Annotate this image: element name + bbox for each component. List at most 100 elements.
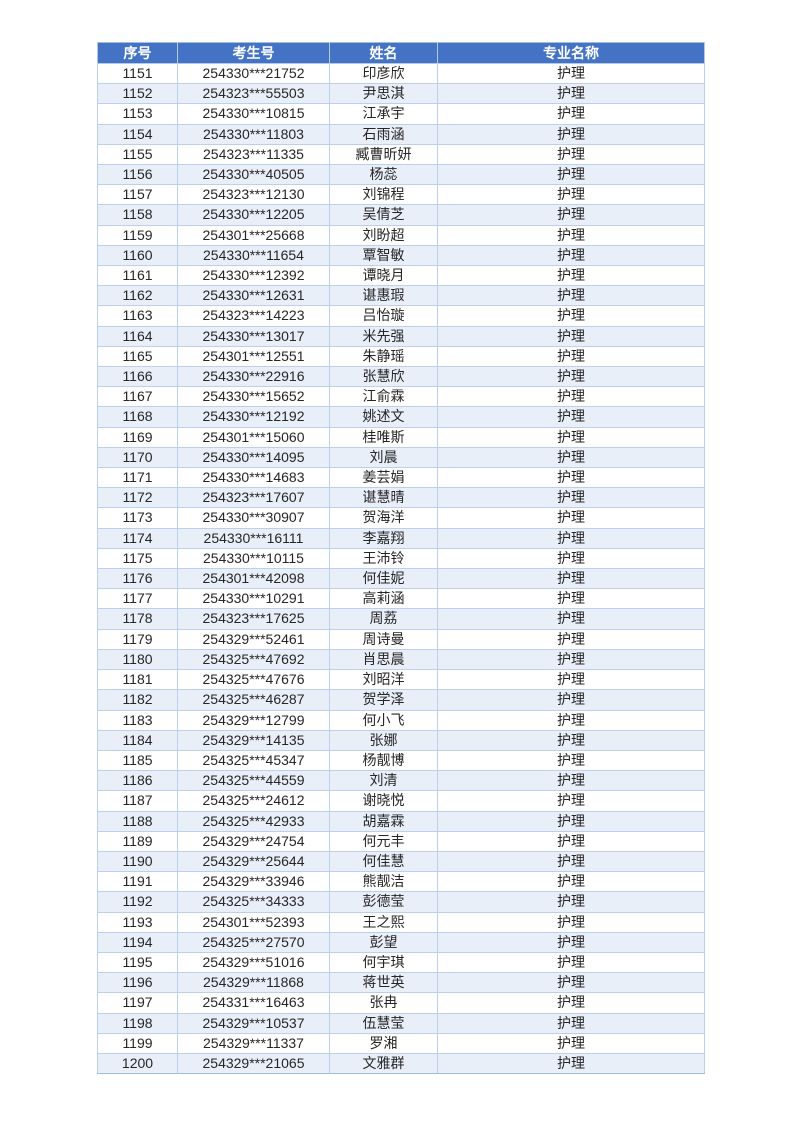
table-row: 1183 254329***12799 何小飞 护理 (97, 709, 705, 731)
cell-serial-number: 1192 (97, 891, 178, 913)
cell-serial-number: 1153 (97, 103, 178, 125)
cell-candidate-number: 254325***27570 (177, 931, 330, 953)
cell-major-name: 护理 (437, 689, 705, 711)
cell-candidate-number: 254301***15060 (177, 426, 330, 448)
cell-major-name: 护理 (437, 891, 705, 913)
cell-candidate-number: 254325***42933 (177, 810, 330, 832)
cell-serial-number: 1198 (97, 1012, 178, 1034)
cell-major-name: 护理 (437, 1052, 705, 1075)
cell-serial-number: 1158 (97, 204, 178, 226)
cell-major-name: 护理 (437, 446, 705, 469)
cell-major-name: 护理 (437, 386, 705, 408)
cell-serial-number: 1167 (97, 386, 178, 408)
cell-major-name: 护理 (437, 123, 705, 145)
cell-candidate-number: 254330***16111 (177, 527, 330, 549)
column-header-major-name: 专业名称 (437, 42, 705, 64)
cell-serial-number: 1175 (97, 547, 178, 570)
cell-major-name: 护理 (437, 467, 705, 489)
table-row: 1163 254323***14223 吕怡璇 护理 (97, 305, 705, 327)
cell-candidate-number: 254330***40505 (177, 164, 330, 186)
cell-name: 臧曹昕妍 (329, 143, 438, 166)
table-row: 1195 254329***51016 何宇琪 护理 (97, 951, 705, 974)
cell-name: 何佳慧 (329, 850, 438, 873)
cell-candidate-number: 254325***47692 (177, 648, 330, 671)
table-row: 1173 254330***30907 贺海洋 护理 (97, 507, 705, 529)
cell-name: 刘晨 (329, 446, 438, 469)
cell-name: 覃智敏 (329, 244, 438, 267)
cell-candidate-number: 254330***11803 (177, 123, 330, 145)
table-body: 1151 254330***21752 印彦欣 护理 1152 254323***5550… (97, 62, 705, 1075)
cell-candidate-number: 254329***51016 (177, 951, 330, 974)
cell-major-name: 护理 (437, 931, 705, 953)
cell-candidate-number: 254323***11335 (177, 143, 330, 166)
cell-major-name: 护理 (437, 62, 705, 85)
table-row: 1155 254323***11335 臧曹昕妍 护理 (97, 143, 705, 166)
table-row: 1181 254325***47676 刘昭洋 护理 (97, 669, 705, 691)
cell-major-name: 护理 (437, 729, 705, 751)
cell-name: 张冉 (329, 992, 438, 1014)
table-row: 1192 254325***34333 彭德莹 护理 (97, 891, 705, 913)
cell-candidate-number: 254329***10537 (177, 1012, 330, 1034)
cell-name: 罗湘 (329, 1032, 438, 1054)
cell-candidate-number: 254325***45347 (177, 749, 330, 772)
cell-serial-number: 1174 (97, 527, 178, 549)
table-row: 1179 254329***52461 周诗曼 护理 (97, 628, 705, 650)
cell-major-name: 护理 (437, 628, 705, 650)
cell-name: 米先强 (329, 325, 438, 347)
table-row: 1165 254301***12551 朱静瑶 护理 (97, 345, 705, 368)
cell-major-name: 护理 (437, 345, 705, 368)
cell-major-name: 护理 (437, 972, 705, 994)
cell-serial-number: 1163 (97, 305, 178, 327)
cell-serial-number: 1182 (97, 689, 178, 711)
table-row: 1152 254323***55503 尹思淇 护理 (97, 83, 705, 105)
cell-name: 何小飞 (329, 709, 438, 731)
cell-serial-number: 1186 (97, 770, 178, 792)
cell-candidate-number: 254330***10815 (177, 103, 330, 125)
cell-major-name: 护理 (437, 608, 705, 630)
cell-candidate-number: 254330***13017 (177, 325, 330, 347)
cell-name: 李嘉翔 (329, 527, 438, 549)
table-row: 1197 254331***16463 张冉 护理 (97, 992, 705, 1014)
cell-serial-number: 1179 (97, 628, 178, 650)
table-row: 1154 254330***11803 石雨涵 护理 (97, 123, 705, 145)
cell-major-name: 护理 (437, 1012, 705, 1034)
cell-name: 周诗曼 (329, 628, 438, 650)
table-row: 1193 254301***52393 王之熙 护理 (97, 911, 705, 933)
table-row: 1189 254329***24754 何元丰 护理 (97, 830, 705, 852)
cell-name: 彭望 (329, 931, 438, 953)
cell-major-name: 护理 (437, 265, 705, 287)
cell-major-name: 护理 (437, 749, 705, 772)
cell-serial-number: 1159 (97, 224, 178, 246)
cell-candidate-number: 254325***46287 (177, 689, 330, 711)
cell-serial-number: 1173 (97, 507, 178, 529)
column-header-candidate-number: 考生号 (177, 42, 330, 64)
cell-major-name: 护理 (437, 1032, 705, 1054)
cell-name: 杨蕊 (329, 164, 438, 186)
cell-candidate-number: 254330***12192 (177, 406, 330, 428)
cell-name: 杨靓博 (329, 749, 438, 772)
cell-name: 刘昭洋 (329, 669, 438, 691)
cell-name: 贺海洋 (329, 507, 438, 529)
cell-name: 王之熙 (329, 911, 438, 933)
cell-name: 周荔 (329, 608, 438, 630)
table-row: 1187 254325***24612 谢晓悦 护理 (97, 790, 705, 812)
table-row: 1196 254329***11868 蒋世英 护理 (97, 972, 705, 994)
cell-serial-number: 1170 (97, 446, 178, 469)
table-row: 1175 254330***10115 王沛铃 护理 (97, 547, 705, 570)
cell-serial-number: 1185 (97, 749, 178, 772)
cell-candidate-number: 254301***25668 (177, 224, 330, 246)
cell-major-name: 护理 (437, 83, 705, 105)
cell-major-name: 护理 (437, 588, 705, 610)
cell-major-name: 护理 (437, 285, 705, 307)
cell-name: 伍慧莹 (329, 1012, 438, 1034)
table-row: 1182 254325***46287 贺学泽 护理 (97, 689, 705, 711)
cell-name: 谭晓月 (329, 265, 438, 287)
cell-name: 朱静瑶 (329, 345, 438, 368)
cell-serial-number: 1191 (97, 871, 178, 893)
cell-major-name: 护理 (437, 164, 705, 186)
column-header-serial-number: 序号 (97, 42, 178, 64)
table-row: 1170 254330***14095 刘晨 护理 (97, 446, 705, 469)
cell-serial-number: 1196 (97, 972, 178, 994)
cell-candidate-number: 254329***33946 (177, 871, 330, 893)
cell-serial-number: 1172 (97, 487, 178, 509)
